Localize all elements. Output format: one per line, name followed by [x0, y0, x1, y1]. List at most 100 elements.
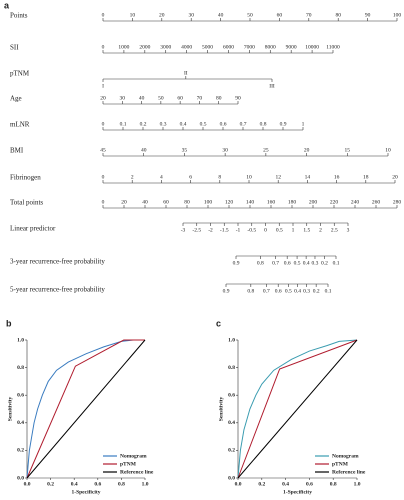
row-label: Fibrinogen: [10, 174, 41, 182]
legend-label: pTNM: [332, 461, 349, 467]
panel-label: c: [216, 318, 221, 328]
tick-label: 1000: [118, 44, 129, 50]
tick-label: 60: [177, 95, 183, 101]
tick-label: 0.6: [284, 260, 291, 266]
tick-label: 140: [246, 199, 255, 205]
tick-label: 45: [100, 147, 106, 153]
tick-label: 70: [197, 95, 203, 101]
tick-label: 20: [159, 12, 165, 18]
tick-label: 0.2: [140, 121, 147, 127]
x-tick-label: 0.0: [235, 481, 242, 487]
tick-label: 0.7: [272, 260, 279, 266]
tick-label: 70: [306, 12, 312, 18]
tick-label: 200: [309, 199, 318, 205]
tick-label: 2000: [139, 44, 150, 50]
tick-label: 40: [141, 147, 147, 153]
row-label: mLNR: [10, 121, 30, 129]
tick-label: 3000: [160, 44, 171, 50]
row-label: BMI: [10, 147, 24, 155]
tick-label: 0.5: [294, 260, 301, 266]
tick-label: 8000: [265, 44, 276, 50]
tick-label: 40: [139, 95, 145, 101]
tick-label: 12: [275, 174, 281, 180]
tick-label: 0: [102, 121, 105, 127]
x-tick-label: 0.8: [118, 481, 125, 487]
tick-label: 180: [288, 199, 297, 205]
tick-label: 40: [142, 199, 148, 205]
tick-label: 20: [100, 95, 106, 101]
tick-label: 10000: [305, 44, 319, 50]
row-label: pTNM: [10, 70, 30, 78]
legend-label: Reference line: [120, 469, 154, 475]
x-tick-label: 0.4: [71, 481, 78, 487]
tick-label: 30: [188, 12, 194, 18]
tick-label: 18: [363, 174, 369, 180]
tick-label: 0.4: [180, 121, 187, 127]
tick-label: 0.3: [312, 260, 319, 266]
tick-label: 0.8: [247, 288, 254, 294]
tick-label: 7000: [244, 44, 255, 50]
tick-label: 0.5: [276, 227, 283, 233]
tick-label: 0.9: [233, 260, 240, 266]
tick-label: 30: [120, 95, 126, 101]
x-tick-label: 0.2: [47, 481, 54, 487]
tick-label: 1.5: [303, 227, 310, 233]
y-axis-title: Sensitivity: [218, 397, 224, 422]
tick-label: 0.5: [200, 121, 207, 127]
tick-label: -2: [208, 227, 213, 233]
tick-label: 3: [347, 227, 350, 233]
roc-line: [237, 339, 358, 479]
tick-label: 1: [302, 121, 305, 127]
category-label: I: [102, 83, 104, 89]
y-tick-label: 0.0: [228, 475, 235, 481]
row-label: 5-year recurrence-free probability: [10, 286, 105, 294]
x-tick-label: 0.8: [330, 481, 337, 487]
y-axis-title: Sensitivity: [7, 397, 13, 422]
y-tick-label: 0.2: [17, 448, 24, 454]
tick-label: 10: [385, 147, 391, 153]
tick-label: 0.2: [313, 288, 320, 294]
tick-label: 0.8: [257, 260, 264, 266]
tick-label: 220: [330, 199, 339, 205]
tick-label: 0.5: [285, 288, 292, 294]
tick-label: 100: [393, 12, 402, 18]
tick-label: 0: [102, 174, 105, 180]
y-tick-label: 1.0: [17, 337, 24, 343]
tick-label: 100: [204, 199, 213, 205]
tick-label: -1: [236, 227, 241, 233]
tick-label: 0.3: [303, 288, 310, 294]
x-tick-label: 1.0: [354, 481, 361, 487]
tick-label: 0: [102, 199, 105, 205]
y-tick-label: 0.8: [228, 365, 235, 371]
row-label: Total points: [10, 199, 43, 207]
tick-label: -1.5: [220, 227, 229, 233]
x-axis-title: 1-Specificity: [71, 489, 100, 495]
tick-label: 0: [102, 44, 105, 50]
tick-label: 80: [184, 199, 190, 205]
tick-label: 0.6: [275, 288, 282, 294]
tick-label: 9000: [286, 44, 297, 50]
tick-label: 2.5: [331, 227, 338, 233]
tick-label: 20: [121, 199, 127, 205]
tick-label: 60: [277, 12, 283, 18]
tick-label: 80: [335, 12, 341, 18]
tick-label: 0.1: [333, 260, 340, 266]
category-label: II: [184, 70, 188, 76]
tick-label: 0.1: [325, 288, 332, 294]
tick-label: 6: [189, 174, 192, 180]
tick-label: 260: [372, 199, 381, 205]
tick-label: 20: [392, 174, 398, 180]
tick-label: 0.7: [240, 121, 247, 127]
row-label: Linear predictor: [10, 225, 56, 233]
roc-line: [237, 339, 358, 479]
row-label: 3-year recurrence-free probability: [10, 258, 105, 266]
roc-line: [237, 339, 358, 479]
tick-label: 0.2: [321, 260, 328, 266]
tick-label: 0.9: [223, 288, 230, 294]
y-tick-label: 1.0: [228, 337, 235, 343]
roc-line: [26, 339, 145, 479]
roc-line: [26, 339, 146, 479]
x-tick-label: 0.6: [94, 481, 101, 487]
tick-label: 90: [365, 12, 371, 18]
y-tick-label: 0.6: [228, 392, 235, 398]
